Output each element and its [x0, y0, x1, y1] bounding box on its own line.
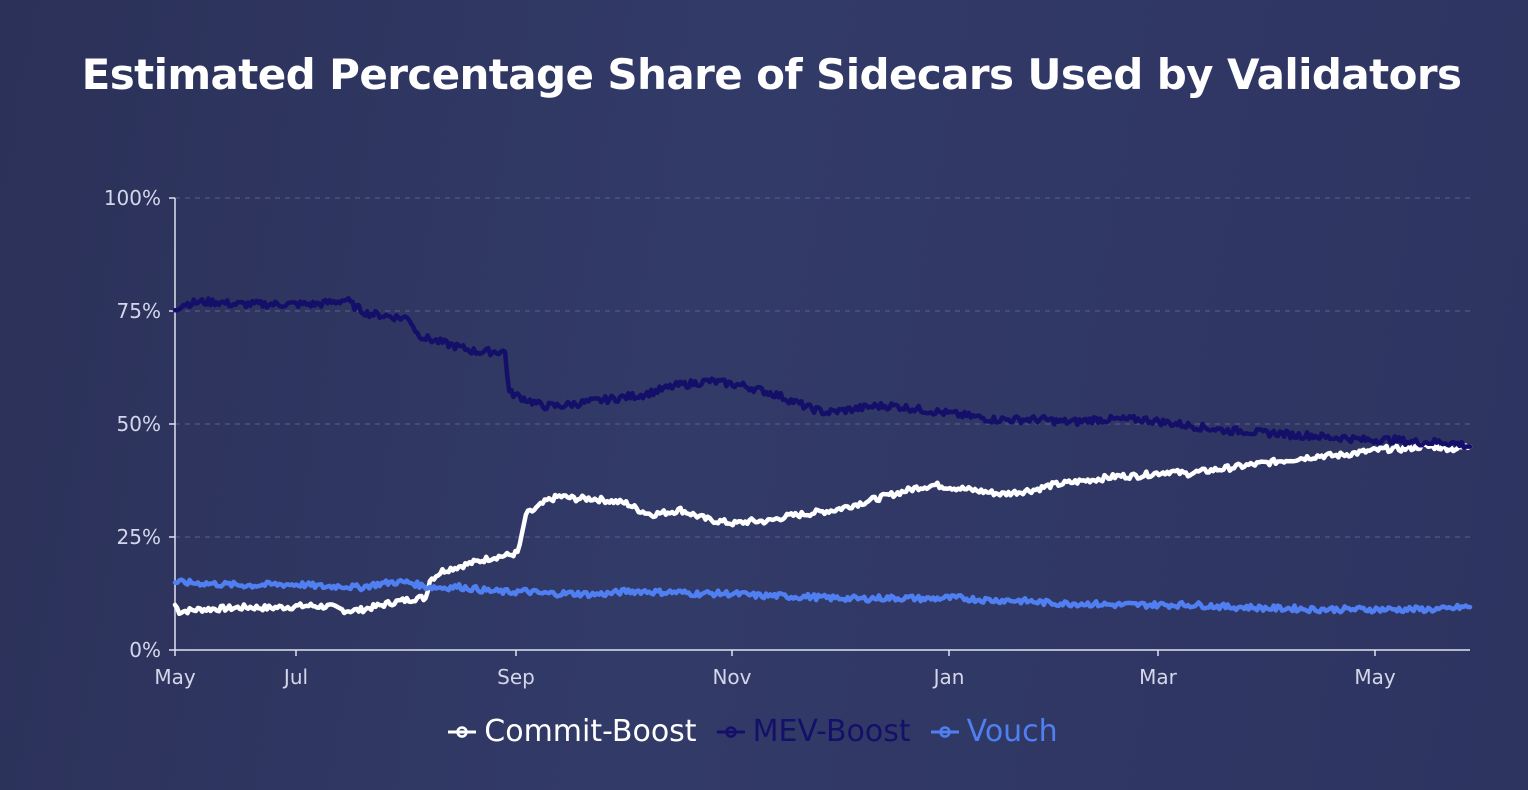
- series-lines: [172, 295, 1473, 617]
- y-tick-label: 25%: [117, 525, 161, 549]
- x-tick-label: May: [1354, 665, 1396, 689]
- axes: [169, 197, 1470, 656]
- legend-item-vouch[interactable]: Vouch: [930, 714, 1058, 749]
- chart-title: Estimated Percentage Share of Sidecars U…: [81, 50, 1462, 99]
- legend: Commit-Boost MEV-Boost Vouch: [0, 714, 1506, 749]
- x-tick-label: Nov: [712, 665, 751, 689]
- y-tick-label: 0%: [129, 638, 161, 662]
- y-tick-label: 100%: [104, 186, 161, 210]
- series-line-mev-boost: [172, 295, 1473, 450]
- legend-label-vouch: Vouch: [966, 714, 1058, 749]
- commit-boost-marker-icon: [448, 725, 477, 738]
- line-chart: 0% 25% 50% 75% 100% May Jul Sep Nov Jan Mar May: [104, 186, 1473, 689]
- legend-label-commit-boost: Commit-Boost: [484, 714, 697, 749]
- x-tick-label: Mar: [1139, 665, 1178, 689]
- series-line-vouch: [172, 577, 1473, 615]
- legend-label-mev-boost: MEV-Boost: [752, 714, 911, 749]
- series-line-commit-boost: [172, 442, 1473, 617]
- legend-item-mev-boost[interactable]: MEV-Boost: [716, 714, 911, 749]
- legend-item-commit-boost[interactable]: Commit-Boost: [448, 714, 697, 749]
- vouch-marker-icon: [930, 725, 959, 738]
- y-tick-label: 75%: [117, 299, 161, 323]
- tick-labels: 0% 25% 50% 75% 100% May Jul Sep Nov Jan Mar May: [104, 186, 1396, 689]
- gridlines: [175, 197, 1470, 538]
- y-tick-label: 50%: [117, 412, 161, 436]
- mev-boost-marker-icon: [716, 725, 745, 738]
- x-tick-label: Jan: [932, 665, 965, 689]
- x-tick-label: Jul: [282, 665, 308, 689]
- x-tick-label: May: [154, 665, 196, 689]
- x-tick-label: Sep: [497, 665, 535, 689]
